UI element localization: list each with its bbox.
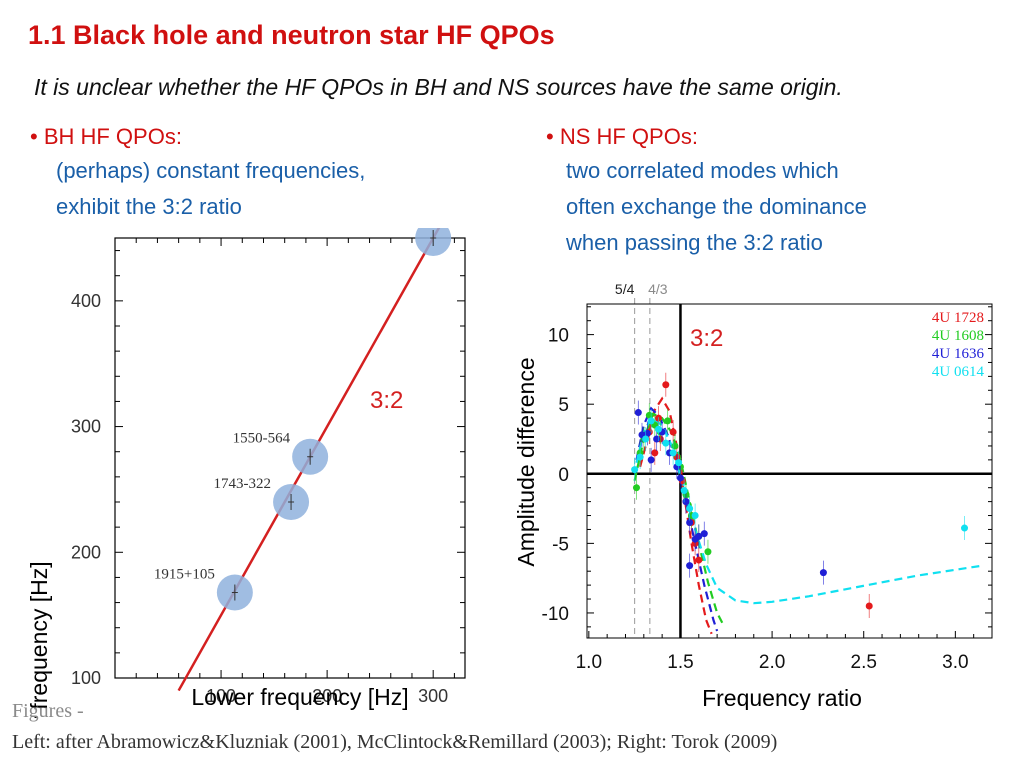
ns-data-point [669, 449, 677, 457]
ns-chart-frame [586, 303, 993, 639]
ns-data-point [662, 381, 670, 389]
ns-data-point [686, 562, 694, 570]
ns-legend-entry: 4U 1636 [932, 346, 985, 362]
ns-legend-entry: 4U 1608 [932, 328, 984, 344]
ns-ratio-label: 3:2 [690, 325, 723, 352]
ns-data-point [695, 556, 703, 564]
ns-data-point [664, 417, 672, 425]
ratio-top-label-5-4: 5/4 [615, 281, 635, 297]
bh-x-tick-label: 100 [206, 686, 236, 706]
ns-line-1: two correlated modes which [566, 158, 839, 183]
ns-data-point [691, 512, 699, 520]
ns-y-tick-label: 5 [558, 395, 569, 416]
ns-y-tick-label: -10 [542, 604, 569, 625]
subtitle: It is unclear whether the HF QPOs in BH … [34, 74, 843, 100]
bh-y-tick-label: 100 [71, 668, 101, 688]
ns-amplitude-chart: 5/4 4/3 3:2 4U 1728 4U 1608 4U 1636 4U 0614… [513, 281, 993, 710]
ns-y-tick-label: 0 [558, 465, 569, 486]
bh-source-label: 1915+105 [154, 567, 215, 583]
bh-y-tick-label: 400 [71, 291, 101, 311]
ns-data-point [647, 417, 655, 425]
ns-line-3: when passing the 3:2 ratio [566, 230, 823, 255]
ns-data-point [704, 548, 712, 556]
bh-y-tick-label: 200 [71, 542, 101, 562]
ns-x-tick-label: 1.5 [667, 652, 693, 673]
ns-legend-entry: 4U 0614 [932, 364, 985, 380]
ns-y-axis-label: Amplitude difference [513, 357, 539, 566]
ns-data-point [961, 524, 969, 532]
ns-data-point [680, 486, 688, 494]
ns-heading: • NS HF QPOs: [546, 124, 698, 149]
ns-x-tick-label: 2.5 [851, 652, 877, 673]
bh-y-axis-label: Upper frequency [Hz] [26, 561, 52, 718]
ns-data-point [651, 449, 659, 457]
ns-data-point [675, 459, 683, 467]
ns-y-tick-label: 10 [548, 326, 569, 347]
ns-data-point [865, 602, 873, 610]
ratio-label: 3:2 [370, 387, 403, 414]
ns-data-point [631, 466, 639, 474]
bh-y-tick-label: 300 [71, 417, 101, 437]
bh-source-label: 1743-322 [214, 476, 272, 492]
ns-line-2: often exchange the dominance [566, 194, 867, 219]
bh-x-tick-label: 300 [418, 686, 448, 706]
bh-heading: • BH HF QPOs: [30, 124, 182, 149]
ns-data-point [686, 505, 694, 513]
bh-x-axis-label: Lower frequency [Hz] [191, 684, 408, 710]
ns-data-point [676, 474, 684, 482]
ns-data-point [642, 435, 650, 443]
ns-data-point [682, 498, 690, 506]
ns-data-point [632, 484, 640, 492]
ns-data-point [662, 439, 670, 447]
ns-x-tick-label: 1.0 [576, 652, 602, 673]
ns-data-point [700, 530, 708, 538]
ns-data-point [653, 435, 661, 443]
bh-x-tick-label: 200 [312, 686, 342, 706]
bh-line-1: (perhaps) constant frequencies, [56, 158, 366, 183]
ns-data-point [634, 409, 642, 417]
figures-caption-heading: Figures - [12, 700, 84, 722]
ratio-top-label-4-3: 4/3 [648, 281, 668, 297]
figures-caption-credits: Left: after Abramowicz&Kluzniak (2001), … [12, 731, 778, 753]
ns-x-axis-label: Frequency ratio [702, 685, 862, 710]
ns-data-point [686, 518, 694, 526]
ns-model-curve [635, 406, 719, 632]
bh-source-label: 1550-564 [233, 431, 291, 447]
ns-y-tick-label: -5 [552, 534, 569, 555]
ns-model-curve [633, 412, 726, 628]
ns-legend-entry: 4U 1728 [932, 310, 984, 326]
ns-data-point [647, 456, 655, 464]
ns-data-point [671, 442, 679, 450]
bh-line-2: exhibit the 3:2 ratio [56, 194, 242, 219]
ns-x-tick-label: 3.0 [942, 652, 968, 673]
ns-data-point [636, 453, 644, 461]
bh-chart-frame [114, 237, 466, 679]
ns-data-point [669, 428, 677, 436]
ns-data-point [654, 425, 662, 433]
ns-data-point [819, 569, 827, 577]
ns-data-point [695, 532, 703, 540]
ns-x-tick-label: 2.0 [759, 652, 785, 673]
slide-title: 1.1 Black hole and neutron star HF QPOs [28, 20, 555, 50]
